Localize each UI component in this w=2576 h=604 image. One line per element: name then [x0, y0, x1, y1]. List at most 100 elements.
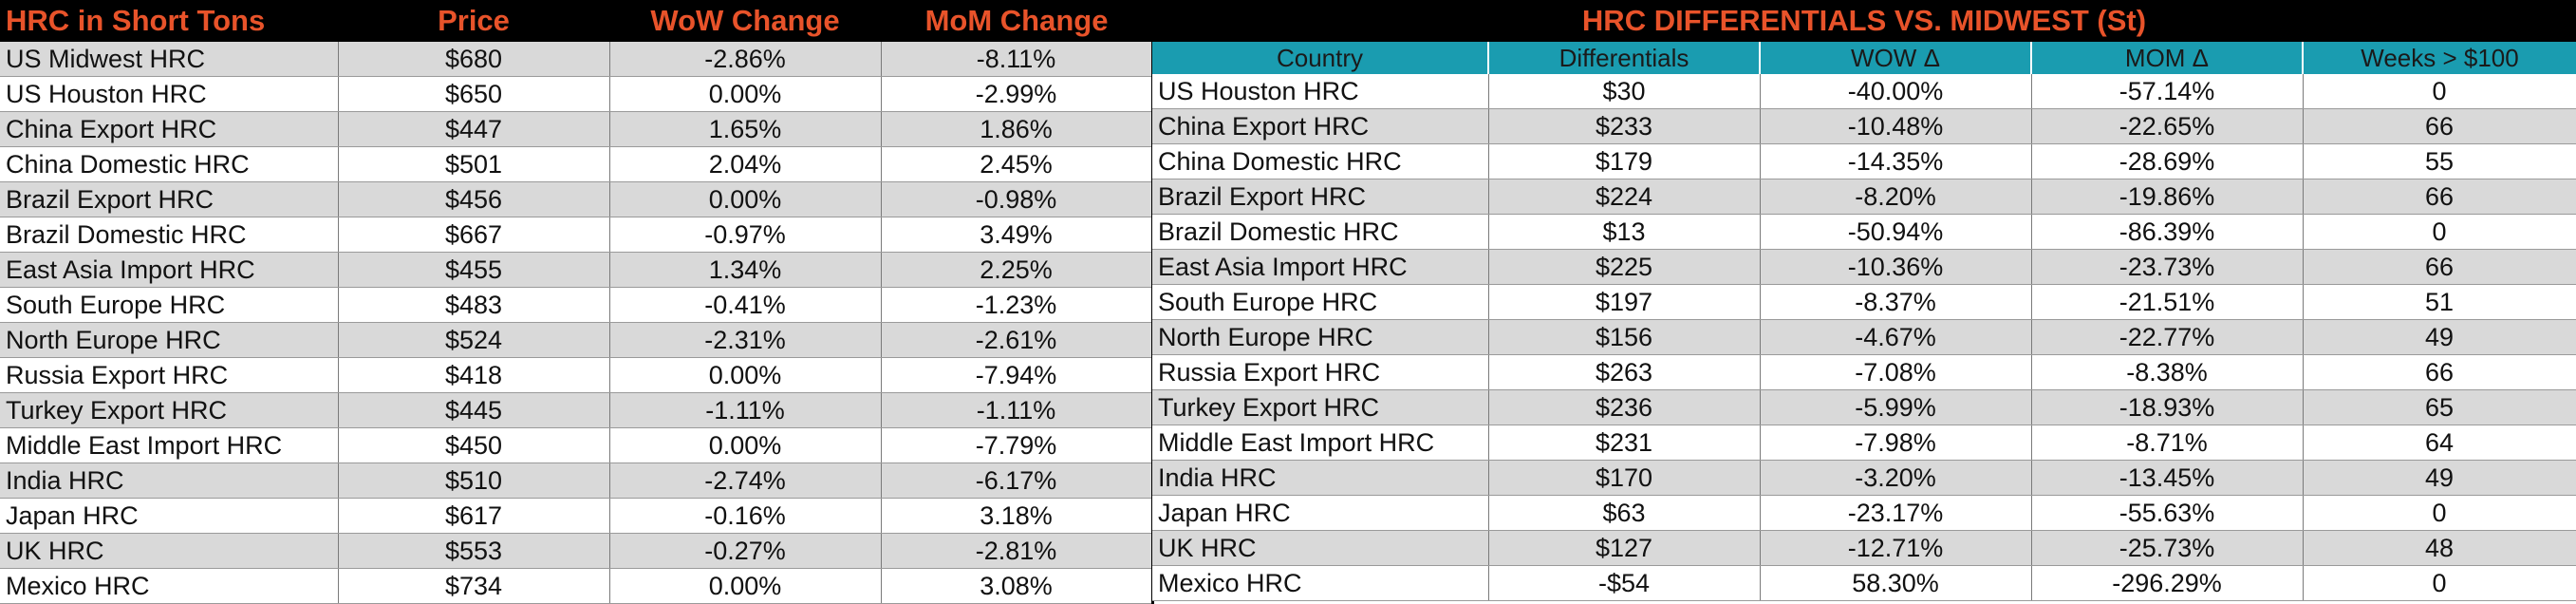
left-header-row: HRC in Short Tons Price WoW Change MoM C… [0, 0, 1152, 42]
table-row: China Domestic HRC $179 -14.35% -28.69% 55 [1152, 143, 2576, 179]
price-cell: $680 [338, 42, 610, 77]
wow-change-cell: -2.31% [609, 322, 882, 358]
hrc-differentials-table: HRC DIFFERENTIALS VS. MIDWEST (St) Count… [1152, 0, 2576, 601]
mom-change-cell: -8.11% [881, 42, 1154, 77]
price-cell: $510 [338, 462, 610, 499]
table-row: US Houston HRC $650 0.00% -2.99% [0, 76, 1154, 112]
wow-change-cell: -0.16% [609, 498, 882, 534]
wow-delta-column-header: WOW Δ [1760, 42, 2032, 74]
differential-cell: $233 [1488, 108, 1761, 144]
country-cell: Mexico HRC [1152, 565, 1489, 601]
mom-change-cell: -7.94% [881, 357, 1154, 393]
wow-change-cell: 0.00% [609, 181, 882, 217]
table-row: Russia Export HRC $263 -7.08% -8.38% 66 [1152, 354, 2576, 390]
country-cell: East Asia Import HRC [1152, 249, 1489, 285]
differential-cell: $197 [1488, 284, 1761, 320]
weeks-over-100-cell: 55 [2303, 143, 2576, 179]
country-cell: Russia Export HRC [1152, 354, 1489, 390]
price-cell: $667 [338, 217, 610, 253]
product-name-cell: North Europe HRC [0, 322, 339, 358]
table-row: UK HRC $127 -12.71% -25.73% 48 [1152, 530, 2576, 566]
table-row: US Midwest HRC $680 -2.86% -8.11% [0, 42, 1154, 77]
table-row: US Houston HRC $30 -40.00% -57.14% 0 [1152, 74, 2576, 109]
weeks-over-100-cell: 66 [2303, 108, 2576, 144]
mom-change-cell: 3.18% [881, 498, 1154, 534]
mom-change-cell: -6.17% [881, 462, 1154, 499]
price-cell: $418 [338, 357, 610, 393]
differential-cell: $236 [1488, 389, 1761, 425]
table-row: Mexico HRC $734 0.00% 3.08% [0, 568, 1154, 604]
price-cell: $650 [338, 76, 610, 112]
product-name-cell: Japan HRC [0, 498, 339, 534]
differential-cell: $30 [1488, 74, 1761, 109]
table-row: Turkey Export HRC $445 -1.11% -1.11% [0, 392, 1154, 428]
country-cell: Middle East Import HRC [1152, 425, 1489, 461]
product-name-cell: Brazil Export HRC [0, 181, 339, 217]
wow-change-cell: -2.74% [609, 462, 882, 499]
table-row: Japan HRC $63 -23.17% -55.63% 0 [1152, 495, 2576, 531]
wow-delta-cell: -10.36% [1760, 249, 2032, 285]
mom-delta-cell: -19.86% [2031, 179, 2304, 215]
product-name-cell: China Export HRC [0, 111, 339, 147]
wow-delta-cell: -8.37% [1760, 284, 2032, 320]
wow-delta-cell: -4.67% [1760, 319, 2032, 355]
mom-change-cell: 1.86% [881, 111, 1154, 147]
mom-change-cell: -2.61% [881, 322, 1154, 358]
price-cell: $450 [338, 427, 610, 463]
weeks-over-100-cell: 66 [2303, 249, 2576, 285]
country-cell: China Domestic HRC [1152, 143, 1489, 179]
table-row: North Europe HRC $156 -4.67% -22.77% 49 [1152, 319, 2576, 355]
mom-delta-cell: -86.39% [2031, 214, 2304, 250]
price-cell: $617 [338, 498, 610, 534]
table-row: Brazil Export HRC $224 -8.20% -19.86% 66 [1152, 179, 2576, 215]
differential-cell: $179 [1488, 143, 1761, 179]
mom-delta-cell: -25.73% [2031, 530, 2304, 566]
differential-cell: $263 [1488, 354, 1761, 390]
table-row: China Export HRC $233 -10.48% -22.65% 66 [1152, 108, 2576, 144]
table-row: Brazil Domestic HRC $667 -0.97% 3.49% [0, 217, 1154, 253]
product-name-cell: UK HRC [0, 533, 339, 569]
wow-change-cell: 1.34% [609, 252, 882, 288]
table-row: Brazil Domestic HRC $13 -50.94% -86.39% 0 [1152, 214, 2576, 250]
right-title-row: HRC DIFFERENTIALS VS. MIDWEST (St) [1152, 0, 2576, 42]
price-cell: $553 [338, 533, 610, 569]
mom-delta-cell: -296.29% [2031, 565, 2304, 601]
table-row: South Europe HRC $483 -0.41% -1.23% [0, 287, 1154, 323]
table-row: Russia Export HRC $418 0.00% -7.94% [0, 357, 1154, 393]
weeks-over-100-cell: 49 [2303, 319, 2576, 355]
wow-change-column-header: WoW Change [609, 0, 881, 42]
product-name-cell: Mexico HRC [0, 568, 339, 604]
wow-delta-cell: -3.20% [1760, 460, 2032, 496]
differential-cell: -$54 [1488, 565, 1761, 601]
mom-delta-column-header: MOM Δ [2031, 42, 2304, 74]
table-row: India HRC $170 -3.20% -13.45% 49 [1152, 460, 2576, 496]
differential-cell: $231 [1488, 425, 1761, 461]
wow-change-cell: 0.00% [609, 568, 882, 604]
wow-change-cell: -0.41% [609, 287, 882, 323]
country-column-header: Country [1152, 42, 1489, 74]
wow-delta-cell: -10.48% [1760, 108, 2032, 144]
mom-delta-cell: -22.77% [2031, 319, 2304, 355]
mom-change-column-header: MoM Change [881, 0, 1152, 42]
country-cell: Japan HRC [1152, 495, 1489, 531]
country-cell: India HRC [1152, 460, 1489, 496]
price-cell: $524 [338, 322, 610, 358]
weeks-over-100-cell: 49 [2303, 460, 2576, 496]
table-row: China Export HRC $447 1.65% 1.86% [0, 111, 1154, 147]
country-cell: China Export HRC [1152, 108, 1489, 144]
country-cell: Brazil Export HRC [1152, 179, 1489, 215]
mom-change-cell: 3.08% [881, 568, 1154, 604]
wow-delta-cell: -8.20% [1760, 179, 2032, 215]
product-name-cell: India HRC [0, 462, 339, 499]
mom-change-cell: 2.25% [881, 252, 1154, 288]
weeks-over-100-cell: 51 [2303, 284, 2576, 320]
mom-delta-cell: -21.51% [2031, 284, 2304, 320]
wow-delta-cell: -12.71% [1760, 530, 2032, 566]
price-cell: $501 [338, 146, 610, 182]
wow-delta-cell: -7.08% [1760, 354, 2032, 390]
mom-delta-cell: -8.71% [2031, 425, 2304, 461]
mom-delta-cell: -55.63% [2031, 495, 2304, 531]
weeks-over-100-cell: 66 [2303, 354, 2576, 390]
mom-delta-cell: -22.65% [2031, 108, 2304, 144]
